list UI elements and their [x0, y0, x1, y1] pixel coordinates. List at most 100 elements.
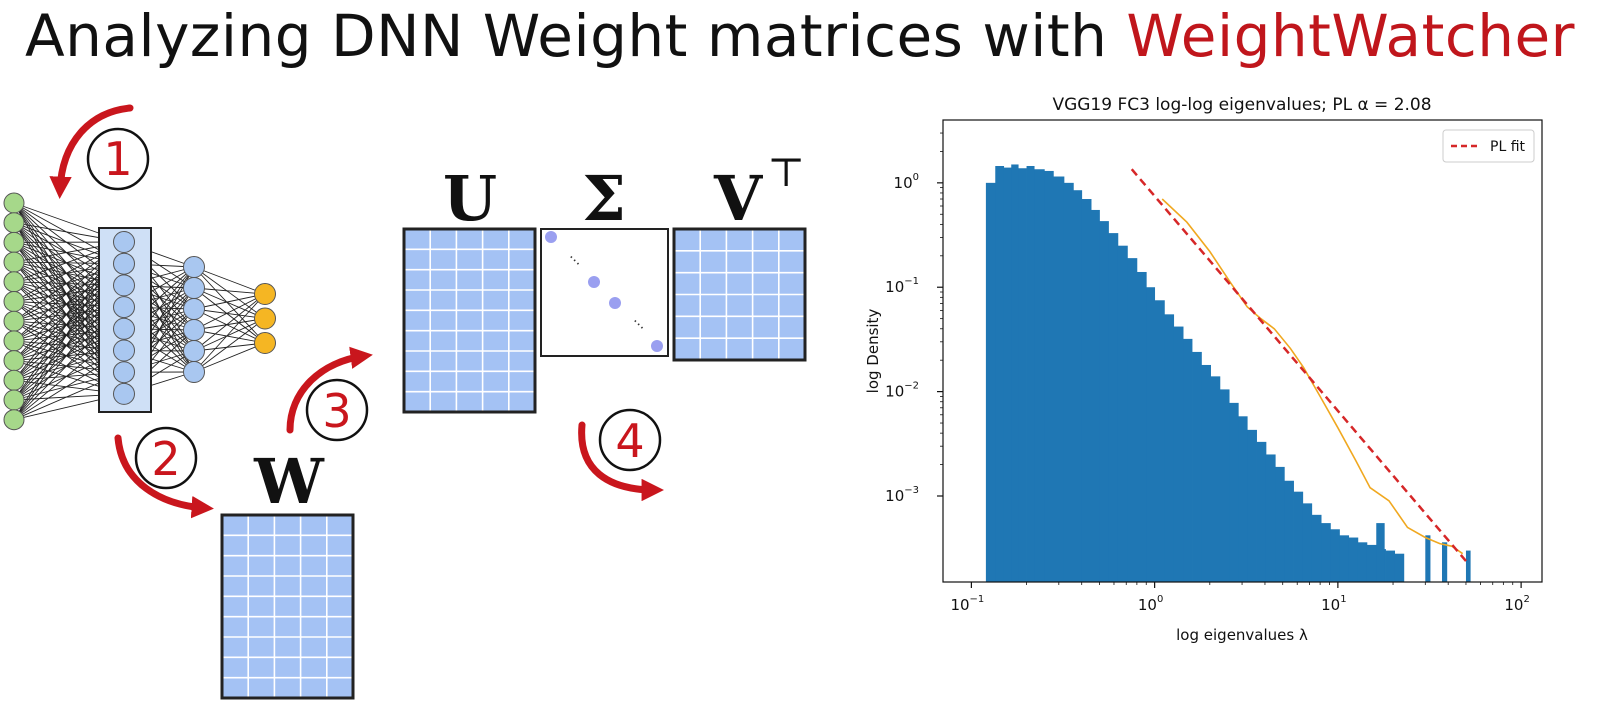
histogram-bar — [1026, 166, 1035, 582]
matrix-v-label: V — [713, 162, 763, 235]
network-edge — [193, 266, 266, 319]
network-node — [3, 409, 25, 431]
histogram-bar — [1357, 542, 1368, 582]
chart-title: VGG19 FC3 log-log eigenvalues; PL α = 2.… — [1052, 95, 1431, 115]
y-tick-label: 10−2 — [885, 381, 919, 401]
histogram-bar — [1192, 351, 1202, 582]
network-node — [3, 192, 25, 214]
histogram-bar — [1311, 514, 1322, 582]
histogram-bar — [1348, 537, 1359, 582]
matrix-fill — [222, 515, 353, 698]
network-node — [3, 231, 25, 253]
eigenvalue-chart: VGG19 FC3 log-log eigenvalues; PL α = 2.… — [864, 95, 1543, 644]
step-1-label: 1 — [103, 132, 132, 186]
step-3-circle — [305, 378, 369, 442]
network-node — [254, 332, 276, 354]
step-3-marker: 3 — [286, 346, 373, 442]
histogram-bar — [1321, 523, 1331, 582]
step-4-arrow — [578, 421, 664, 502]
histogram-bar — [1117, 245, 1128, 582]
histogram-bar — [1366, 544, 1377, 582]
network-node — [113, 231, 135, 253]
network-node — [183, 340, 205, 362]
matrix-v-transpose: ⊤ — [767, 150, 805, 196]
network-node — [183, 298, 205, 320]
page-title: Analyzing DNN Weight matrices with Weigh… — [0, 2, 1600, 70]
y-tick-exponent: −1 — [904, 276, 919, 287]
matrix-sigma-label: Σ — [582, 162, 626, 235]
matrix-border — [672, 227, 807, 362]
histogram-bar — [1183, 338, 1193, 582]
title-prefix: Analyzing DNN Weight matrices with — [25, 2, 1108, 70]
histogram-bar — [1136, 271, 1147, 582]
network-node — [113, 296, 135, 319]
matrix-w-label: W — [253, 445, 325, 518]
histogram-bar — [1108, 233, 1119, 582]
histogram-bar — [1441, 542, 1448, 582]
network-edge — [193, 293, 266, 310]
histogram-bars — [985, 164, 1471, 583]
network-node — [3, 310, 25, 332]
histogram-bar — [1256, 441, 1267, 582]
histogram-bar — [1265, 454, 1276, 582]
network-edge — [193, 318, 266, 373]
x-axis-label: log eigenvalues λ — [1176, 626, 1308, 644]
x-axis-ticks: 10−1 100 101 102 — [950, 582, 1530, 614]
step-2-label: 2 — [151, 432, 180, 486]
histogram-bar — [1127, 258, 1138, 582]
histogram-bar — [1091, 209, 1100, 583]
histogram-bar — [1018, 168, 1027, 582]
title-brand: WeightWatcher — [1126, 2, 1575, 70]
histogram-bar — [1376, 523, 1385, 582]
histogram-bar — [1284, 480, 1294, 582]
histogram-bar — [1330, 529, 1340, 582]
y-tick-exponent: 0 — [913, 172, 919, 183]
neural-network — [3, 192, 276, 431]
histogram-bar — [1210, 376, 1221, 582]
network-node — [3, 251, 25, 273]
network-edge — [193, 287, 266, 319]
histogram-bar — [1229, 402, 1239, 582]
y-tick-label: 100 — [894, 172, 919, 192]
histogram-bar — [1099, 221, 1109, 582]
histogram-bar — [1003, 167, 1012, 582]
x-tick-exponent: −1 — [970, 594, 985, 605]
sigma-dot — [609, 297, 621, 309]
sigma-dot — [651, 340, 663, 352]
sigma-frame — [540, 228, 669, 357]
network-node — [113, 274, 135, 297]
y-tick-exponent: −2 — [904, 381, 919, 392]
histogram-bar — [1385, 550, 1396, 582]
network-edge — [193, 287, 266, 295]
y-tick-exponent: −3 — [904, 485, 919, 496]
step-4-label: 4 — [615, 414, 644, 468]
histogram-bar — [1146, 287, 1156, 582]
network-node — [183, 256, 205, 278]
histogram-bar — [995, 166, 1005, 582]
network-edge — [193, 329, 266, 344]
x-tick-exponent: 2 — [1523, 594, 1529, 605]
histogram-bar — [1293, 491, 1304, 582]
legend-box — [1442, 129, 1535, 163]
matrix-sigma: ⋯ ⋯ — [540, 228, 669, 357]
histogram-bar — [1063, 182, 1074, 582]
pl-fit-line — [1130, 168, 1471, 566]
network-edge — [193, 293, 266, 373]
histogram-bar — [1425, 535, 1431, 582]
y-axis-label: log Density — [864, 309, 882, 394]
y-tick-label: 10−3 — [885, 485, 919, 505]
histogram-bar — [1044, 170, 1054, 582]
matrix-w — [220, 513, 355, 700]
histogram-bar — [1164, 314, 1175, 582]
network-nodes — [3, 192, 276, 431]
histogram-bar — [1238, 416, 1248, 582]
step-3-arrow — [286, 346, 373, 434]
histogram-bar — [1275, 466, 1285, 582]
y-tick-label: 10−1 — [885, 276, 919, 296]
network-node — [254, 283, 276, 305]
x-tick-exponent: 1 — [1340, 594, 1346, 605]
network-node — [113, 317, 135, 340]
histogram-bar — [985, 182, 996, 582]
histogram-bar — [1201, 364, 1211, 582]
matrix-fill — [404, 229, 535, 412]
